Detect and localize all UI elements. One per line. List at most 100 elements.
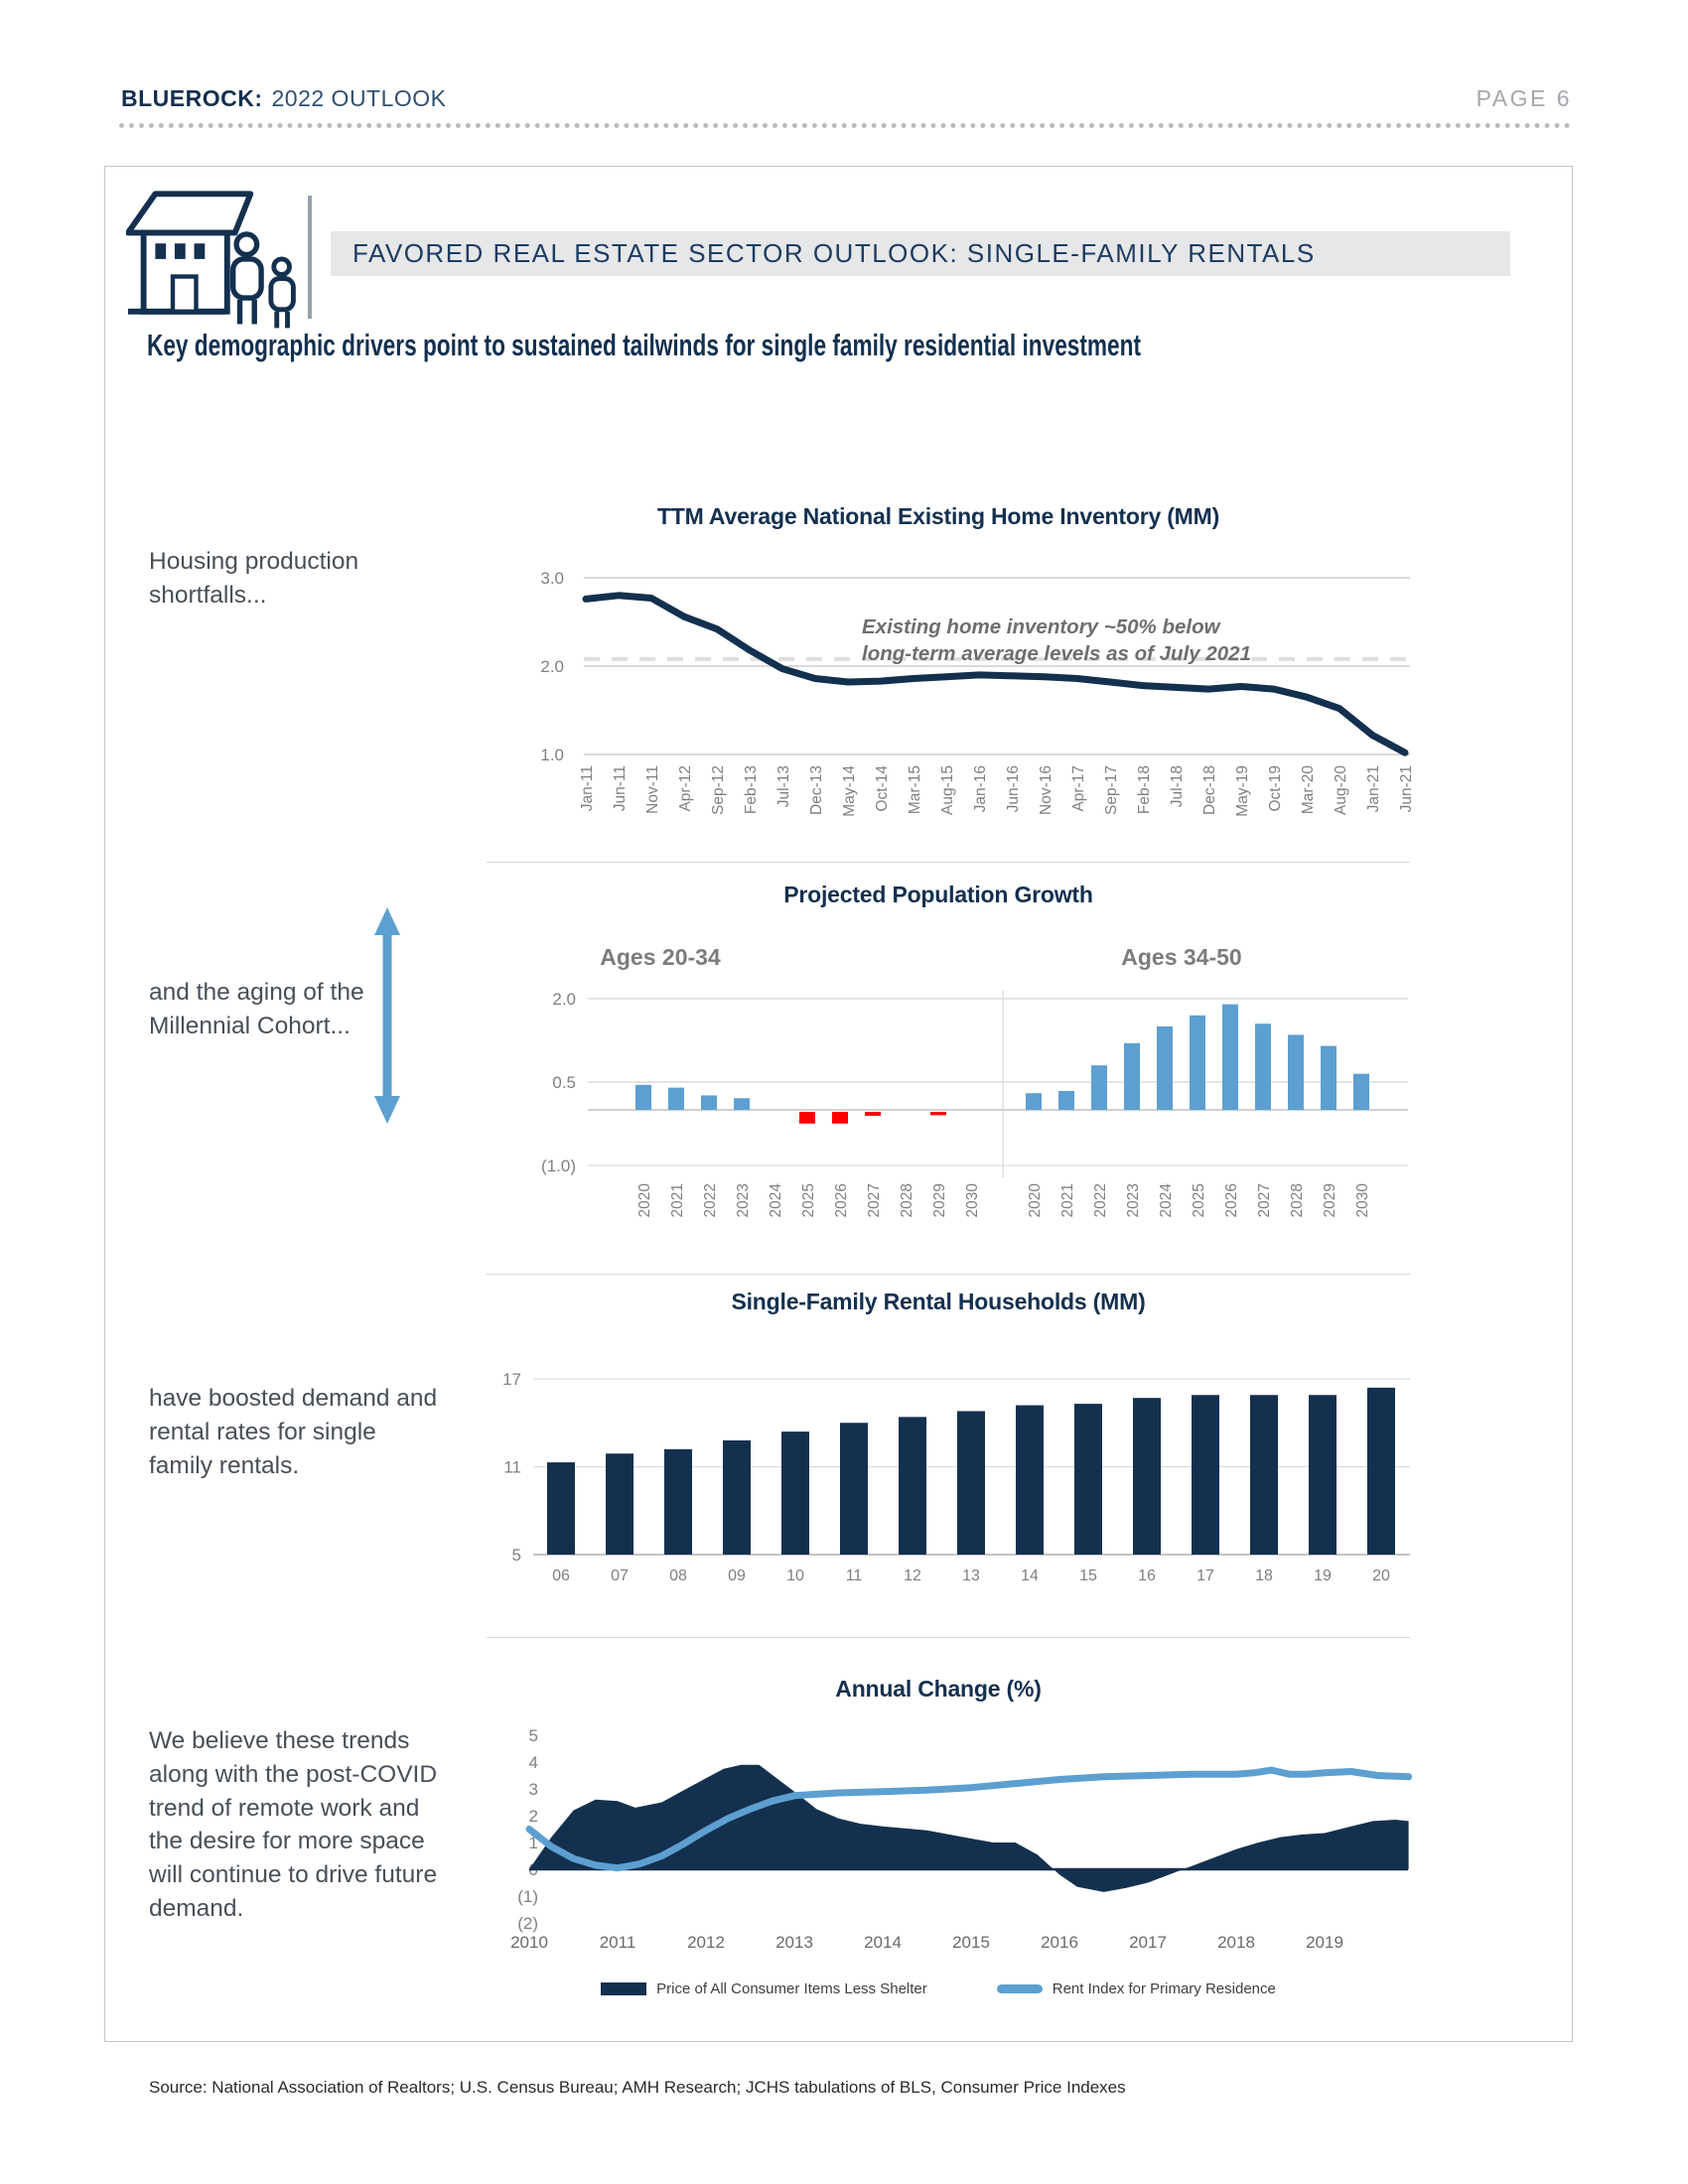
svg-text:Nov-16: Nov-16	[1038, 765, 1055, 815]
svg-text:2010: 2010	[510, 1933, 548, 1952]
svg-text:Aug-20: Aug-20	[1333, 765, 1349, 815]
svg-text:17: 17	[502, 1370, 521, 1389]
chart-title-sfr-households: Single-Family Rental Households (MM)	[731, 1289, 1146, 1314]
svg-text:Apr-17: Apr-17	[1070, 765, 1087, 812]
svg-text:08: 08	[669, 1568, 687, 1584]
cpi-swatch	[601, 1982, 647, 1995]
page-title: Key demographic drivers point to sustain…	[147, 328, 1141, 362]
section-banner: FAVORED REAL ESTATE SECTOR OUTLOOK: SING…	[331, 231, 1510, 276]
up-down-arrow-icon	[367, 905, 407, 1131]
house-people-icon	[125, 181, 311, 330]
chart-title-population-growth: Projected Population Growth	[783, 882, 1093, 907]
legend-item-rent: Rent Index for Primary Residence	[996, 1980, 1276, 1997]
svg-text:Jun-16: Jun-16	[1005, 765, 1022, 812]
svg-text:Jul-13: Jul-13	[775, 765, 792, 807]
svg-text:Dec-13: Dec-13	[808, 765, 825, 815]
svg-text:14: 14	[1021, 1568, 1039, 1584]
svg-text:Jan-16: Jan-16	[972, 765, 989, 812]
brand-name: BLUEROCK:	[121, 85, 263, 111]
svg-text:Jan-21: Jan-21	[1365, 765, 1382, 812]
report-header: BLUEROCK: 2022 OUTLOOK	[121, 85, 447, 112]
side-note-millennial: and the aging of the Millennial Cohort..…	[149, 979, 364, 1039]
svg-text:2024: 2024	[1158, 1183, 1175, 1218]
panel-subtitle-ages-34-50: Ages 34-50	[1121, 944, 1242, 970]
svg-text:(1): (1)	[517, 1887, 538, 1906]
svg-text:2025: 2025	[1191, 1183, 1207, 1217]
svg-text:2022: 2022	[702, 1183, 719, 1217]
svg-text:2: 2	[529, 1807, 538, 1826]
svg-text:12: 12	[904, 1568, 921, 1584]
svg-text:18: 18	[1255, 1568, 1273, 1584]
chart-title-annual-change: Annual Change (%)	[835, 1676, 1042, 1702]
svg-text:Nov-11: Nov-11	[644, 765, 661, 814]
svg-text:Sep-17: Sep-17	[1103, 765, 1120, 815]
svg-text:2029: 2029	[931, 1183, 948, 1217]
legend-label-rent: Rent Index for Primary Residence	[1052, 1980, 1276, 1997]
svg-text:Jan-11: Jan-11	[579, 765, 596, 811]
svg-text:(2): (2)	[517, 1914, 538, 1933]
svg-text:Dec-18: Dec-18	[1201, 765, 1218, 815]
annual-change-area-chart: 543210(1)(2)2010201120122013201420152016…	[510, 1726, 1413, 1952]
rent-swatch	[996, 1984, 1043, 1993]
svg-text:2014: 2014	[864, 1933, 902, 1952]
svg-text:Oct-19: Oct-19	[1267, 765, 1284, 812]
icon-divider	[308, 196, 312, 319]
svg-text:2022: 2022	[1092, 1183, 1109, 1217]
svg-text:2021: 2021	[1059, 1183, 1076, 1217]
svg-text:2028: 2028	[1289, 1183, 1306, 1217]
svg-text:16: 16	[1138, 1568, 1156, 1584]
svg-text:3: 3	[529, 1780, 538, 1799]
svg-text:2026: 2026	[1223, 1183, 1240, 1217]
section-divider	[487, 1274, 1410, 1275]
svg-text:07: 07	[611, 1568, 629, 1584]
panel-subtitle-ages-20-34: Ages 20-34	[600, 944, 721, 970]
svg-text:20: 20	[1372, 1568, 1390, 1584]
svg-text:15: 15	[1079, 1568, 1097, 1584]
svg-text:1: 1	[529, 1834, 538, 1852]
svg-text:2017: 2017	[1129, 1933, 1167, 1952]
legend-item-cpi: Price of All Consumer Items Less Shelter	[601, 1980, 927, 1997]
svg-text:11: 11	[503, 1458, 521, 1477]
svg-text:2030: 2030	[964, 1183, 981, 1218]
inventory-annotation: Existing home inventory ~50% below long-…	[862, 614, 1329, 667]
svg-text:17: 17	[1196, 1568, 1214, 1584]
section-divider	[487, 862, 1410, 863]
svg-text:2015: 2015	[952, 1933, 990, 1952]
svg-text:Aug-15: Aug-15	[939, 765, 956, 815]
svg-text:Sep-12: Sep-12	[710, 765, 727, 815]
svg-text:2013: 2013	[775, 1933, 813, 1952]
svg-text:2028: 2028	[899, 1183, 915, 1217]
svg-text:(1.0): (1.0)	[541, 1157, 576, 1175]
chart-title-home-inventory: TTM Average National Existing Home Inven…	[656, 503, 1220, 529]
svg-text:1.0: 1.0	[540, 746, 564, 764]
svg-text:2012: 2012	[687, 1933, 725, 1952]
svg-text:2025: 2025	[800, 1183, 817, 1217]
svg-text:2020: 2020	[636, 1183, 653, 1218]
chart-legend: Price of All Consumer Items Less Shelter…	[427, 1980, 1450, 1997]
svg-text:2.0: 2.0	[552, 990, 576, 1009]
svg-text:Feb-13: Feb-13	[743, 765, 760, 814]
svg-text:2023: 2023	[735, 1183, 752, 1217]
section-divider	[487, 1637, 1410, 1638]
svg-text:Jul-18: Jul-18	[1169, 765, 1186, 807]
sfr-households-bar-chart: 17 11 5 06 07 08 09 10 11 12 13 14 15 16 17 18 19 20	[502, 1370, 1410, 1584]
svg-text:2020: 2020	[1027, 1183, 1044, 1218]
header-dotted-rule	[119, 123, 1571, 128]
svg-text:13: 13	[962, 1568, 980, 1584]
svg-text:2029: 2029	[1322, 1183, 1338, 1217]
svg-text:2030: 2030	[1354, 1183, 1371, 1218]
side-note-future: We believe these trends along with the p…	[149, 1727, 438, 1922]
svg-text:Oct-14: Oct-14	[874, 765, 891, 812]
svg-text:5: 5	[529, 1726, 538, 1745]
svg-text:2027: 2027	[1256, 1183, 1273, 1217]
svg-text:Apr-12: Apr-12	[677, 765, 694, 812]
svg-text:0.5: 0.5	[552, 1073, 576, 1092]
annotation-line-2: long-term average levels as of July 2021	[862, 642, 1251, 666]
svg-text:5: 5	[512, 1546, 521, 1565]
svg-text:2024: 2024	[768, 1183, 784, 1218]
source-note: Source: National Association of Realtors…	[149, 2078, 1126, 2097]
svg-text:2026: 2026	[833, 1183, 850, 1217]
side-note-housing: Housing production shortfalls...	[149, 548, 359, 609]
svg-text:May-14: May-14	[841, 765, 858, 817]
svg-text:2016: 2016	[1041, 1933, 1078, 1952]
